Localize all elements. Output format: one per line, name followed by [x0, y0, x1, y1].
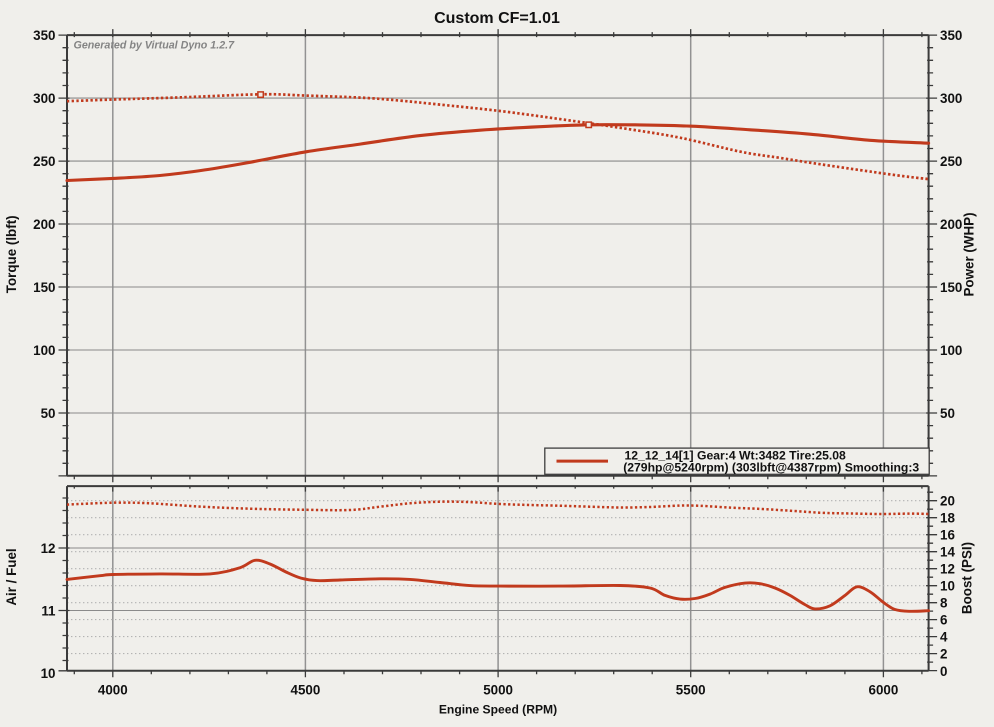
svg-text:4: 4 [940, 630, 948, 645]
svg-text:5500: 5500 [676, 683, 706, 698]
svg-text:350: 350 [940, 28, 962, 43]
svg-text:6: 6 [940, 613, 947, 628]
svg-text:100: 100 [940, 343, 962, 358]
svg-text:Custom CF=1.01: Custom CF=1.01 [434, 10, 560, 27]
svg-text:100: 100 [33, 343, 55, 358]
svg-text:Boost (PSI): Boost (PSI) [960, 542, 975, 614]
svg-text:20: 20 [940, 494, 955, 509]
svg-text:300: 300 [940, 91, 962, 106]
svg-text:250: 250 [940, 154, 962, 169]
svg-text:(279hp@5240rpm) (303lbft@4387r: (279hp@5240rpm) (303lbft@4387rpm) Smooth… [623, 460, 919, 474]
svg-text:4000: 4000 [98, 683, 128, 698]
svg-text:12: 12 [940, 562, 955, 577]
svg-text:50: 50 [41, 406, 56, 421]
svg-text:6000: 6000 [869, 683, 899, 698]
svg-text:200: 200 [940, 217, 962, 232]
svg-text:Engine Speed (RPM): Engine Speed (RPM) [439, 703, 557, 717]
svg-text:0: 0 [940, 664, 947, 679]
svg-text:150: 150 [940, 280, 962, 295]
svg-text:11: 11 [41, 604, 56, 619]
svg-text:350: 350 [33, 28, 55, 43]
svg-text:12: 12 [41, 541, 56, 556]
svg-text:Generated by Virtual Dyno 1.2.: Generated by Virtual Dyno 1.2.7 [74, 40, 236, 52]
svg-text:4500: 4500 [291, 683, 321, 698]
svg-text:300: 300 [33, 91, 55, 106]
svg-text:10: 10 [940, 579, 955, 594]
svg-text:5000: 5000 [483, 683, 513, 698]
svg-text:14: 14 [940, 545, 955, 560]
svg-text:150: 150 [33, 280, 55, 295]
svg-text:10: 10 [41, 666, 56, 681]
svg-text:50: 50 [940, 406, 955, 421]
svg-text:2: 2 [940, 647, 947, 662]
svg-text:Power (WHP): Power (WHP) [962, 212, 977, 296]
svg-text:18: 18 [940, 511, 955, 526]
svg-text:Air / Fuel: Air / Fuel [4, 548, 19, 605]
svg-text:200: 200 [33, 217, 55, 232]
svg-text:16: 16 [940, 528, 955, 543]
svg-text:Torque (lbft): Torque (lbft) [4, 215, 19, 293]
svg-text:250: 250 [33, 154, 55, 169]
svg-text:12_12_14[1] Gear:4 Wt:3482 Tir: 12_12_14[1] Gear:4 Wt:3482 Tire:25.08 [625, 448, 847, 462]
svg-text:8: 8 [940, 596, 948, 611]
